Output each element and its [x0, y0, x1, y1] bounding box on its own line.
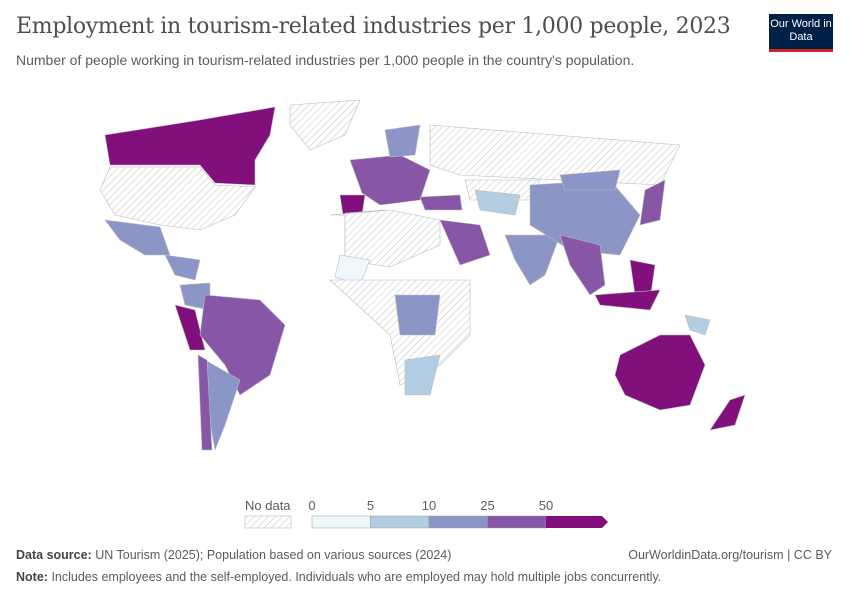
- legend-tick-label: 5: [367, 498, 374, 513]
- source-text: UN Tourism (2025); Population based on v…: [95, 548, 452, 562]
- country-india[interactable]: [504, 234, 561, 286]
- legend-no-data-swatch: [244, 515, 292, 529]
- country-australia[interactable]: [614, 334, 706, 411]
- country-mexico[interactable]: [104, 219, 171, 256]
- legend-tick-label: 0: [308, 498, 315, 513]
- chart-title: Employment in tourism-related industries…: [16, 14, 731, 39]
- country-papua-new-guinea[interactable]: [684, 314, 711, 336]
- legend-tick-label: 10: [422, 498, 436, 513]
- country-canada[interactable]: [104, 106, 276, 186]
- note-text: Includes employees and the self-employed…: [51, 570, 662, 584]
- country-new-zealand[interactable]: [709, 394, 746, 431]
- country-chile[interactable]: [197, 354, 213, 451]
- country-dr-congo[interactable]: [394, 294, 441, 336]
- logo-text: Our World in Data: [770, 18, 832, 43]
- country-north-africa-other[interactable]: [329, 209, 441, 268]
- country-southeast-asia[interactable]: [559, 234, 606, 296]
- legend-bin-3[interactable]: [487, 515, 547, 529]
- source-label: Data source:: [16, 548, 92, 562]
- note-label: Note:: [16, 570, 48, 584]
- country-japan[interactable]: [639, 179, 666, 226]
- country-greenland[interactable]: [289, 99, 361, 151]
- country-scandinavia[interactable]: [384, 124, 421, 158]
- country-turkey[interactable]: [419, 194, 463, 211]
- country-russia[interactable]: [429, 124, 681, 186]
- chart-subtitle: Number of people working in tourism-rela…: [16, 52, 635, 68]
- legend-bin-1[interactable]: [370, 515, 430, 529]
- color-legend: No data 0 5 10 25 50: [244, 498, 608, 529]
- country-mongolia[interactable]: [559, 169, 621, 191]
- country-indonesia[interactable]: [594, 289, 661, 311]
- country-south-africa[interactable]: [404, 354, 441, 396]
- legend-tick-label: 50: [539, 498, 553, 513]
- data-source: Data source: UN Tourism (2025); Populati…: [16, 548, 451, 562]
- legend-tick-label: 25: [480, 498, 494, 513]
- country-brazil[interactable]: [199, 294, 286, 396]
- country-usa[interactable]: [99, 166, 256, 231]
- legend-bin-4[interactable]: [546, 516, 608, 528]
- country-central-asia[interactable]: [474, 189, 521, 216]
- country-saudi-arabia[interactable]: [439, 219, 491, 266]
- legend-no-data-label: No data: [245, 498, 291, 513]
- owid-logo[interactable]: Our World in Data: [769, 14, 833, 52]
- legend-bin-0[interactable]: [311, 515, 371, 529]
- legend-bin-2[interactable]: [428, 515, 488, 529]
- note: Note: Includes employees and the self-em…: [16, 570, 661, 584]
- country-peru[interactable]: [174, 304, 206, 351]
- source-url[interactable]: OurWorldinData.org/tourism | CC BY: [628, 548, 832, 562]
- world-map: [99, 99, 746, 452]
- country-central-america[interactable]: [164, 254, 201, 281]
